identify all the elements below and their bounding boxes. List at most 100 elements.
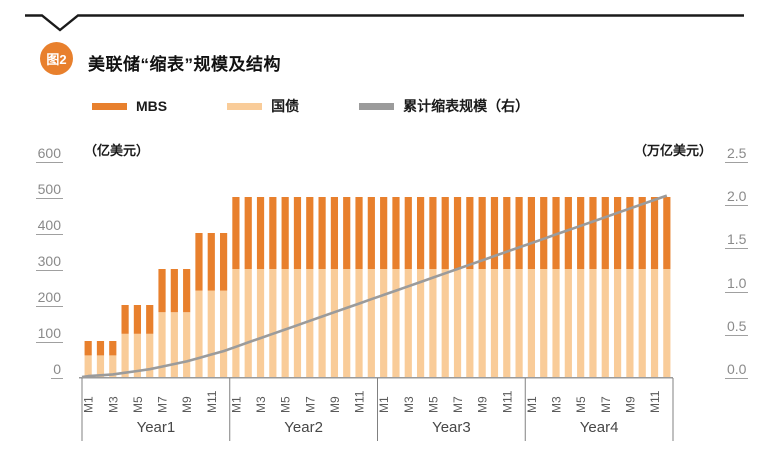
right-axis-tick-label: 1.0 (725, 274, 749, 293)
bar-segment-MBS (330, 197, 339, 269)
bar-segment-国债 (626, 269, 634, 377)
bar-segment-MBS (293, 197, 302, 269)
bar-segment-国债 (638, 269, 646, 377)
bar-segment-国债 (84, 355, 92, 377)
bar-segment-国债 (293, 269, 302, 377)
bar-segment-MBS (490, 197, 499, 269)
bar-segment-MBS (577, 197, 585, 269)
month-tick-label: M9 (623, 396, 637, 413)
bar-segment-国债 (170, 312, 178, 377)
right-axis-unit: （万亿美元） (633, 143, 712, 158)
bar-segment-国债 (330, 269, 339, 377)
left-axis-tick-label: 500 (35, 181, 63, 199)
bar-segment-MBS (392, 197, 400, 269)
cumulative-line (81, 194, 668, 379)
left-axis-tick-label: 400 (35, 217, 63, 235)
bar-segment-MBS (170, 269, 178, 313)
bar-segment-MBS (416, 197, 425, 269)
year-label: Year1 (137, 419, 176, 436)
month-tick-label: M7 (599, 396, 613, 413)
month-tick-label: M7 (303, 396, 317, 413)
bar-segment-MBS (84, 341, 92, 356)
bar-segment-MBS (96, 341, 105, 356)
bar-segment-MBS (552, 197, 560, 269)
bar-segment-国债 (540, 269, 548, 377)
bar-segment-国债 (552, 269, 560, 377)
month-tick-label: M5 (279, 396, 293, 413)
top-ribbon-line (25, 14, 744, 32)
month-tick-label: M7 (156, 396, 170, 413)
bar-segment-MBS (650, 197, 659, 269)
bar-segment-MBS (306, 197, 314, 269)
year-label: Year2 (284, 419, 323, 436)
bar-segment-国债 (589, 269, 597, 377)
bar-segment-国债 (146, 333, 154, 377)
bar-segment-MBS (318, 197, 326, 269)
bar-segment-MBS (158, 269, 166, 313)
bar-segment-MBS (626, 197, 634, 269)
legend-label-cumulative: 累计缩表规模（右） (403, 98, 530, 114)
bar-segment-国债 (232, 269, 240, 377)
bar-segment-国债 (527, 269, 536, 377)
bar-segment-国债 (183, 312, 191, 377)
month-tick-label: M11 (353, 390, 367, 413)
bar-segment-国债 (269, 269, 277, 377)
bar-segment-MBS (109, 341, 117, 356)
bar-segment-国债 (466, 269, 474, 377)
month-tick-label: M5 (574, 396, 588, 413)
month-tick-label: M7 (451, 396, 465, 413)
left-axis-unit: （亿美元） (84, 143, 150, 158)
bar-segment-国债 (96, 355, 105, 377)
year-label: Year4 (580, 419, 619, 436)
bar-segment-国债 (207, 290, 215, 377)
bar-segment-国债 (577, 269, 585, 377)
bar-segment-国债 (416, 269, 425, 377)
bar-segment-MBS (355, 197, 363, 269)
month-tick-label: M1 (229, 396, 243, 413)
bar-segment-MBS (466, 197, 474, 269)
bar-segment-国债 (650, 269, 659, 377)
left-axis-tick-label: 0 (51, 361, 63, 379)
bar-segment-国债 (564, 269, 572, 377)
bar-segment-MBS (121, 305, 129, 334)
bar-segment-国债 (281, 269, 289, 377)
bar-segment-MBS (429, 197, 437, 269)
right-axis-tick-label: 2.0 (725, 188, 749, 207)
bar-segment-国债 (441, 269, 449, 377)
right-axis-tick-label: 2.5 (725, 145, 749, 163)
bar-segment-MBS (207, 233, 215, 291)
month-tick-label: M3 (254, 396, 268, 413)
cumulative-swatch-icon (359, 102, 395, 110)
legend-item-treasury: 国债 (227, 98, 299, 114)
bar-segment-国债 (343, 269, 351, 377)
bar-segment-MBS (564, 197, 572, 269)
figure-number-badge: 图2 (40, 42, 73, 75)
bar-segment-国债 (429, 269, 437, 377)
right-axis-tick-label: 0.5 (725, 317, 749, 336)
left-axis-tick-label: 600 (35, 145, 63, 163)
bar-segment-MBS (540, 197, 548, 269)
bar-segment-国债 (306, 269, 314, 377)
bar-segment-MBS (589, 197, 597, 269)
bar-segment-MBS (232, 197, 240, 269)
bar-segment-国债 (392, 269, 400, 377)
month-tick-label: M11 (205, 390, 219, 413)
bar-segment-MBS (343, 197, 351, 269)
bar-segment-国债 (613, 269, 622, 377)
month-tick-label: M9 (180, 396, 194, 413)
bar-segment-国债 (195, 290, 203, 377)
bar-segment-国债 (318, 269, 326, 377)
bar-segment-MBS (195, 233, 203, 291)
month-tick-label: M9 (476, 396, 490, 413)
legend-item-mbs: MBS (92, 98, 167, 114)
bar-segment-MBS (146, 305, 154, 334)
left-axis-tick-label: 300 (35, 253, 63, 271)
right-axis-tick-label: 0.0 (725, 361, 749, 379)
bar-segment-MBS (380, 197, 388, 269)
month-tick-label: M9 (328, 396, 342, 413)
bar-segment-MBS (183, 269, 191, 313)
mbs-swatch-icon (92, 102, 127, 110)
bar-segment-MBS (133, 305, 142, 334)
legend-label-treasury: 国债 (271, 98, 300, 114)
